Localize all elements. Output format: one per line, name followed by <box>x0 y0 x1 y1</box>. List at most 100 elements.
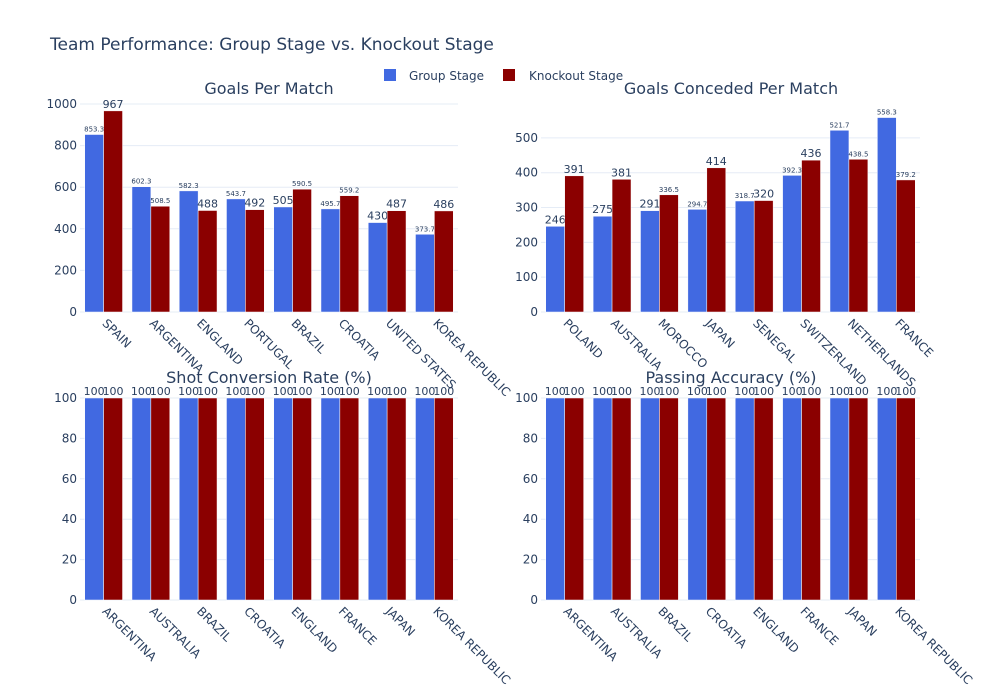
bar-group-stage[interactable] <box>734 200 755 313</box>
bar-group-stage[interactable] <box>782 397 802 601</box>
bar-knockout-stage[interactable] <box>611 397 632 601</box>
bar-group-stage[interactable] <box>592 397 613 601</box>
bar-knockout-stage[interactable] <box>245 397 265 601</box>
x-tick-label: BRAZIL <box>289 316 329 356</box>
bar-group-stage[interactable] <box>592 215 613 313</box>
chart-title: Team Performance: Group Stage vs. Knocko… <box>49 35 494 55</box>
bar-group-stage[interactable] <box>178 190 199 313</box>
bar-knockout-stage[interactable] <box>896 179 916 313</box>
bar-knockout-stage[interactable] <box>197 397 218 601</box>
bar-group-stage[interactable] <box>131 186 152 313</box>
bar-group-stage[interactable] <box>687 209 708 313</box>
bar-knockout-stage[interactable] <box>896 397 916 601</box>
bar-group-stage[interactable] <box>226 198 246 313</box>
bar-value-label: 100 <box>545 385 566 398</box>
bar-knockout-stage[interactable] <box>753 200 774 313</box>
bar-knockout-stage[interactable] <box>848 397 869 601</box>
bar-value-label: 967 <box>103 98 124 111</box>
legend-label-group-stage[interactable]: Group Stage <box>409 69 484 83</box>
bar-knockout-stage[interactable] <box>150 397 171 601</box>
subplot-title: Goals Conceded Per Match <box>624 79 838 98</box>
bar-knockout-stage[interactable] <box>706 397 727 601</box>
bar-value-label: 100 <box>320 385 341 398</box>
bar-knockout-stage[interactable] <box>292 397 312 601</box>
bar-group-stage[interactable] <box>320 208 341 313</box>
bar-value-label: 508.5 <box>150 197 170 205</box>
bar-knockout-stage[interactable] <box>197 210 218 313</box>
bar-knockout-stage[interactable] <box>434 397 454 601</box>
bar-value-label: 492 <box>244 197 265 210</box>
bar-knockout-stage[interactable] <box>103 110 123 313</box>
bar-knockout-stage[interactable] <box>753 397 774 601</box>
bar-value-label: 320 <box>753 188 774 201</box>
bar-knockout-stage[interactable] <box>848 159 869 313</box>
bar-knockout-stage[interactable] <box>339 397 360 601</box>
y-tick-label: 60 <box>62 472 77 486</box>
bar-group-stage[interactable] <box>367 222 388 313</box>
bar-knockout-stage[interactable] <box>434 210 454 313</box>
bar-knockout-stage[interactable] <box>245 209 265 313</box>
bar-group-stage[interactable] <box>829 397 850 601</box>
bar-group-stage[interactable] <box>320 397 341 601</box>
legend-swatch-knockout-stage[interactable] <box>503 69 515 81</box>
bar-knockout-stage[interactable] <box>706 167 727 313</box>
bar-value-label: 438.5 <box>848 150 868 158</box>
bar-knockout-stage[interactable] <box>801 159 821 313</box>
bar-value-label: 100 <box>658 385 679 398</box>
bar-knockout-stage[interactable] <box>150 205 171 313</box>
bar-knockout-stage[interactable] <box>386 210 407 313</box>
bar-group-stage[interactable] <box>273 397 293 601</box>
bar-group-stage[interactable] <box>84 134 104 313</box>
x-tick-label: SPAIN <box>100 316 135 351</box>
bar-value-label: 100 <box>782 385 803 398</box>
bar-group-stage[interactable] <box>545 226 565 313</box>
bar-value-label: 294.7 <box>687 200 707 208</box>
bar-value-label: 100 <box>386 385 407 398</box>
y-tick-label: 800 <box>54 139 77 153</box>
bar-knockout-stage[interactable] <box>339 195 360 313</box>
legend-swatch-group-stage[interactable] <box>384 69 396 81</box>
bar-group-stage[interactable] <box>877 117 897 313</box>
x-tick-label: JAPAN <box>382 604 417 639</box>
bar-group-stage[interactable] <box>734 397 755 601</box>
bar-value-label: 391 <box>564 163 585 176</box>
y-tick-label: 60 <box>523 472 538 486</box>
bar-knockout-stage[interactable] <box>103 397 123 601</box>
bar-knockout-stage[interactable] <box>659 397 679 601</box>
bar-group-stage[interactable] <box>131 397 152 601</box>
x-tick-label: FRANCE <box>336 604 380 648</box>
bar-group-stage[interactable] <box>545 397 565 601</box>
bar-value-label: 100 <box>414 385 435 398</box>
y-tick-label: 80 <box>62 431 77 445</box>
bar-group-stage[interactable] <box>367 397 388 601</box>
bar-group-stage[interactable] <box>415 397 435 601</box>
bar-knockout-stage[interactable] <box>292 188 312 313</box>
bar-group-stage[interactable] <box>829 130 850 313</box>
bar-group-stage[interactable] <box>178 397 199 601</box>
y-tick-label: 400 <box>515 166 538 180</box>
legend-label-knockout-stage[interactable]: Knockout Stage <box>529 69 623 83</box>
bar-group-stage[interactable] <box>640 210 660 313</box>
bar-knockout-stage[interactable] <box>659 194 679 313</box>
bar-knockout-stage[interactable] <box>564 397 584 601</box>
bar-group-stage[interactable] <box>640 397 660 601</box>
bar-knockout-stage[interactable] <box>386 397 407 601</box>
bar-group-stage[interactable] <box>782 175 802 313</box>
bar-group-stage[interactable] <box>415 234 435 313</box>
y-tick-label: 20 <box>62 553 77 567</box>
bar-group-stage[interactable] <box>273 206 293 313</box>
bar-knockout-stage[interactable] <box>801 397 821 601</box>
y-tick-label: 100 <box>515 391 538 405</box>
bar-group-stage[interactable] <box>84 397 104 601</box>
bar-value-label: 100 <box>848 385 869 398</box>
bar-value-label: 100 <box>273 385 294 398</box>
bar-group-stage[interactable] <box>687 397 708 601</box>
y-tick-label: 300 <box>515 201 538 215</box>
bar-value-label: 521.7 <box>829 121 849 129</box>
bar-group-stage[interactable] <box>877 397 897 601</box>
bar-knockout-stage[interactable] <box>611 179 632 313</box>
bar-group-stage[interactable] <box>226 397 246 601</box>
bar-knockout-stage[interactable] <box>564 175 584 313</box>
legend[interactable]: Group Stage Knockout Stage <box>384 69 623 83</box>
